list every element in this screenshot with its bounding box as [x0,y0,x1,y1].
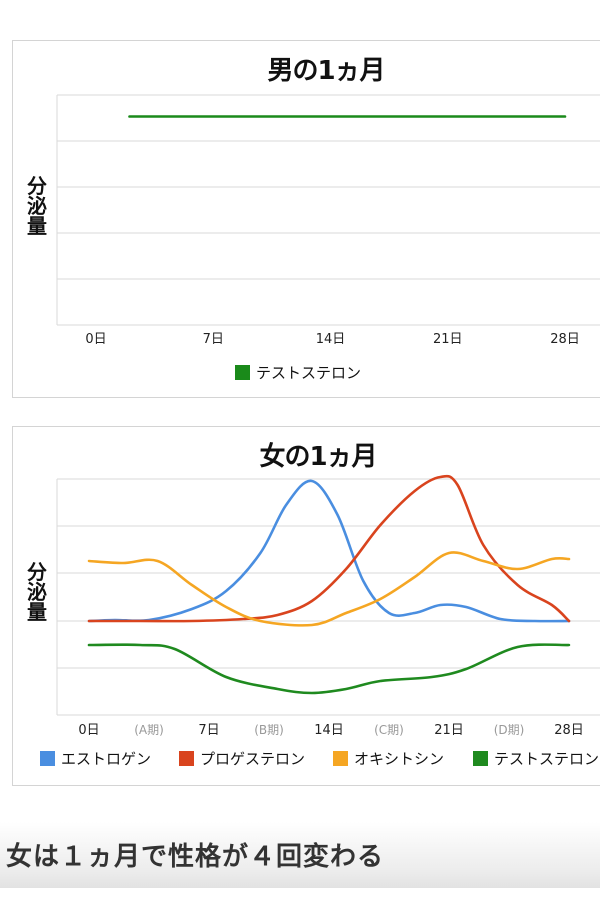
male-chart-svg: 男の1ヵ月 分 泌 量 0日 7日 14日 21日 28日 テストステロン [27,56,600,382]
legend-label: オキシトシン [354,750,444,768]
x-tick-label: 0日 [78,723,99,738]
legend-label: エストロゲン [61,750,151,768]
x-tick-label: 28日 [550,332,580,347]
legend-label: テストステロン [256,364,361,382]
series-line [87,474,571,623]
x-tick-label: 14日 [314,723,344,738]
legend-item: プロゲステロン [179,750,305,768]
phase-label: (C期) [374,723,404,737]
phase-label: (D期) [494,723,525,737]
legend-swatch [179,751,194,766]
legend-item: オキシトシン [333,750,444,768]
legend-label: テストステロン [494,750,599,768]
chart-title: 女の1ヵ月 [259,441,376,472]
male-chart-panel: 男の1ヵ月 分 泌 量 0日 7日 14日 21日 28日 テストステロン [12,40,600,398]
svg-text:泌: 泌 [27,194,47,218]
phase-label: (B期) [254,723,284,737]
x-tick-label: 28日 [554,723,584,738]
svg-text:量: 量 [27,600,47,624]
svg-text:泌: 泌 [27,580,47,604]
svg-text:分: 分 [27,560,47,584]
x-tick-label: 14日 [316,332,346,347]
legend-swatch [40,751,55,766]
caption-text: 女は１ヵ月で性格が４回変わる [6,842,385,872]
y-axis-label: 分 泌 量 [27,174,47,238]
chart-title: 男の1ヵ月 [267,56,384,86]
legend-item: テストステロン [235,364,361,382]
legend-swatch [235,365,250,380]
x-tick-label: 7日 [198,723,219,738]
caption-bar: 女は１ヵ月で性格が４回変わる [0,822,600,888]
series-line [87,479,571,623]
svg-text:分: 分 [27,174,47,198]
legend-item: テストステロン [473,750,599,768]
legend-swatch [333,751,348,766]
x-tick-label: 7日 [203,332,224,347]
female-chart-panel: 女の1ヵ月 分 泌 量 0日 7日 14日 21日 28日 (A期) (B期) (C期) (D期… [12,426,600,786]
legend-label: プロゲステロン [200,750,305,768]
series-line [87,643,571,695]
svg-text:量: 量 [27,214,47,238]
series-line [87,551,571,627]
female-chart-svg: 女の1ヵ月 分 泌 量 0日 7日 14日 21日 28日 (A期) (B期) (C期) (D期… [27,441,600,768]
y-axis-label: 分 泌 量 [27,560,47,624]
x-tick-label: 21日 [433,332,463,347]
x-tick-label: 0日 [85,332,106,347]
x-tick-label: 21日 [434,723,464,738]
legend-swatch [473,751,488,766]
legend-item: エストロゲン [40,750,151,768]
phase-label: (A期) [134,723,164,737]
